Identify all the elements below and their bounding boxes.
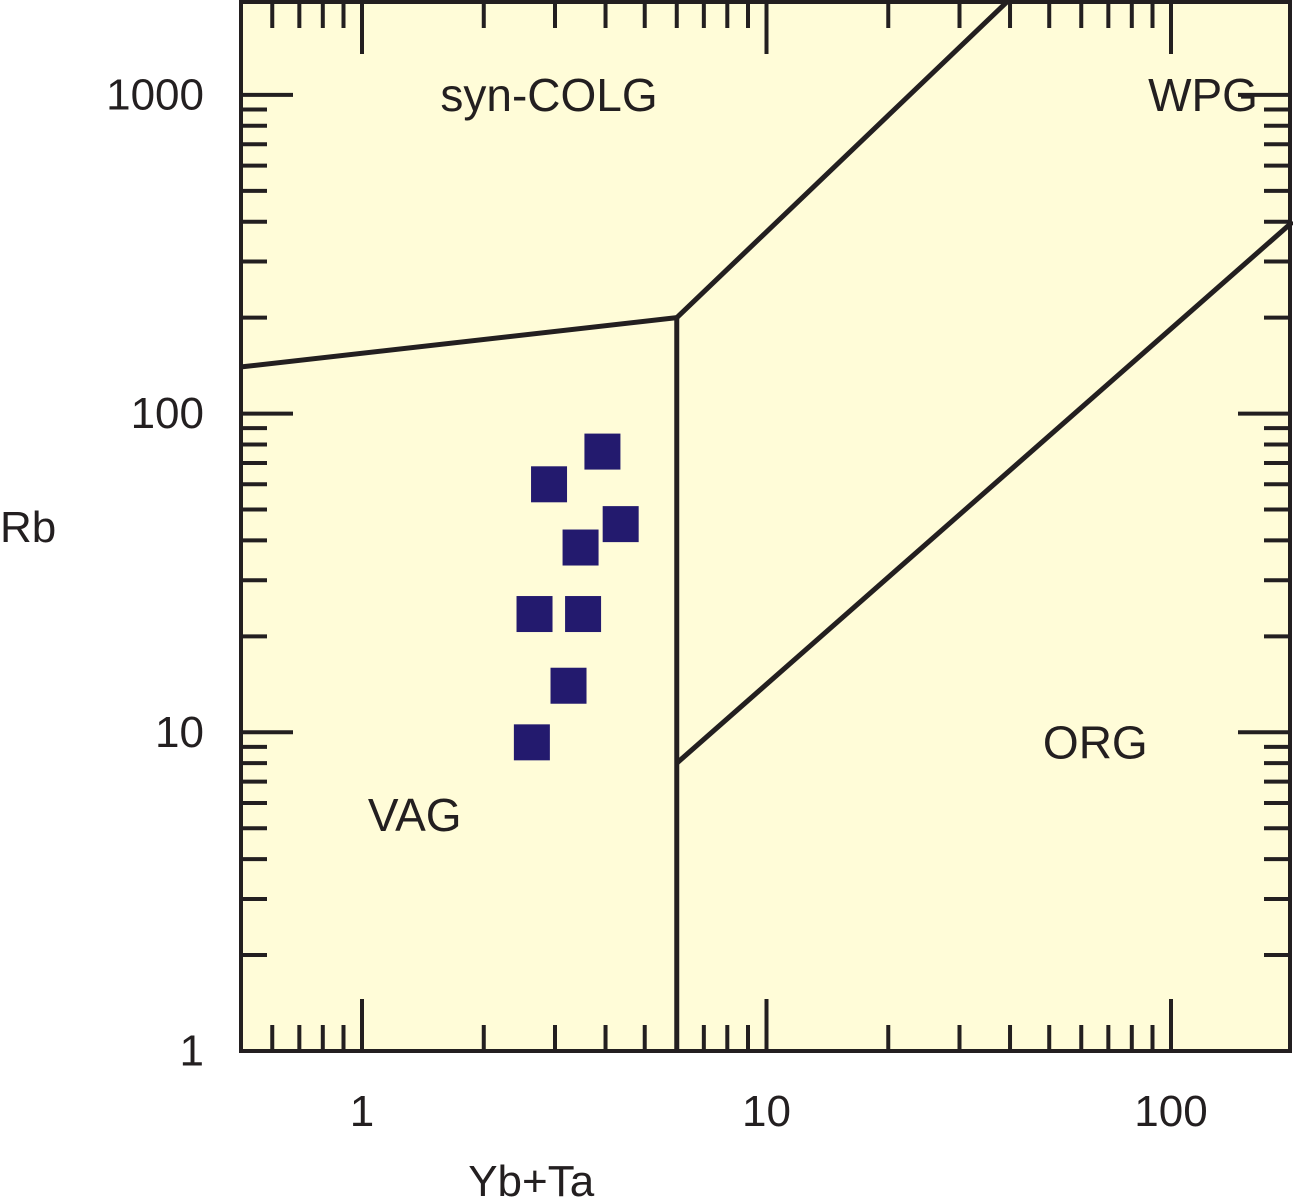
field-boundary-3: [675, 0, 1012, 320]
x-axis-title: Yb+Ta: [468, 1157, 595, 1201]
field-label-org: ORG: [1043, 716, 1148, 768]
field-boundary-1: [239, 315, 678, 370]
y-tick-label: 100: [131, 389, 204, 438]
field-label-vag: VAG: [368, 789, 462, 841]
field-label-wpg: WPG: [1148, 69, 1258, 121]
data-point: [550, 667, 587, 704]
data-point: [513, 724, 550, 761]
data-point: [565, 596, 602, 633]
data-point: [602, 506, 639, 543]
y-tick-label: 10: [155, 708, 204, 757]
field-boundary-4: [675, 219, 1293, 766]
plot-frame: [239, 0, 1292, 1053]
field-labels: syn-COLG WPG VAG ORG: [368, 69, 1258, 841]
y-tick-label: 1000: [106, 70, 204, 119]
x-tick-label: 100: [1134, 1087, 1207, 1136]
data-point: [584, 433, 621, 470]
field-boundaries: [239, 0, 1293, 1051]
y-axis-title: Rb: [0, 503, 56, 552]
x-tick-label: 1: [350, 1087, 374, 1136]
data-point: [516, 596, 553, 633]
y-tick-label: 1: [180, 1027, 204, 1076]
data-point: [531, 466, 568, 503]
plot-area: [241, 2, 1290, 1051]
data-points: [513, 433, 639, 761]
field-label-syn-colg: syn-COLG: [440, 69, 657, 121]
axis-ticks: [241, 2, 1290, 1051]
x-tick-label: 10: [742, 1087, 791, 1136]
data-point: [562, 529, 599, 566]
tick-labels: 1 10 100 1 10 100 1000: [106, 70, 1208, 1136]
